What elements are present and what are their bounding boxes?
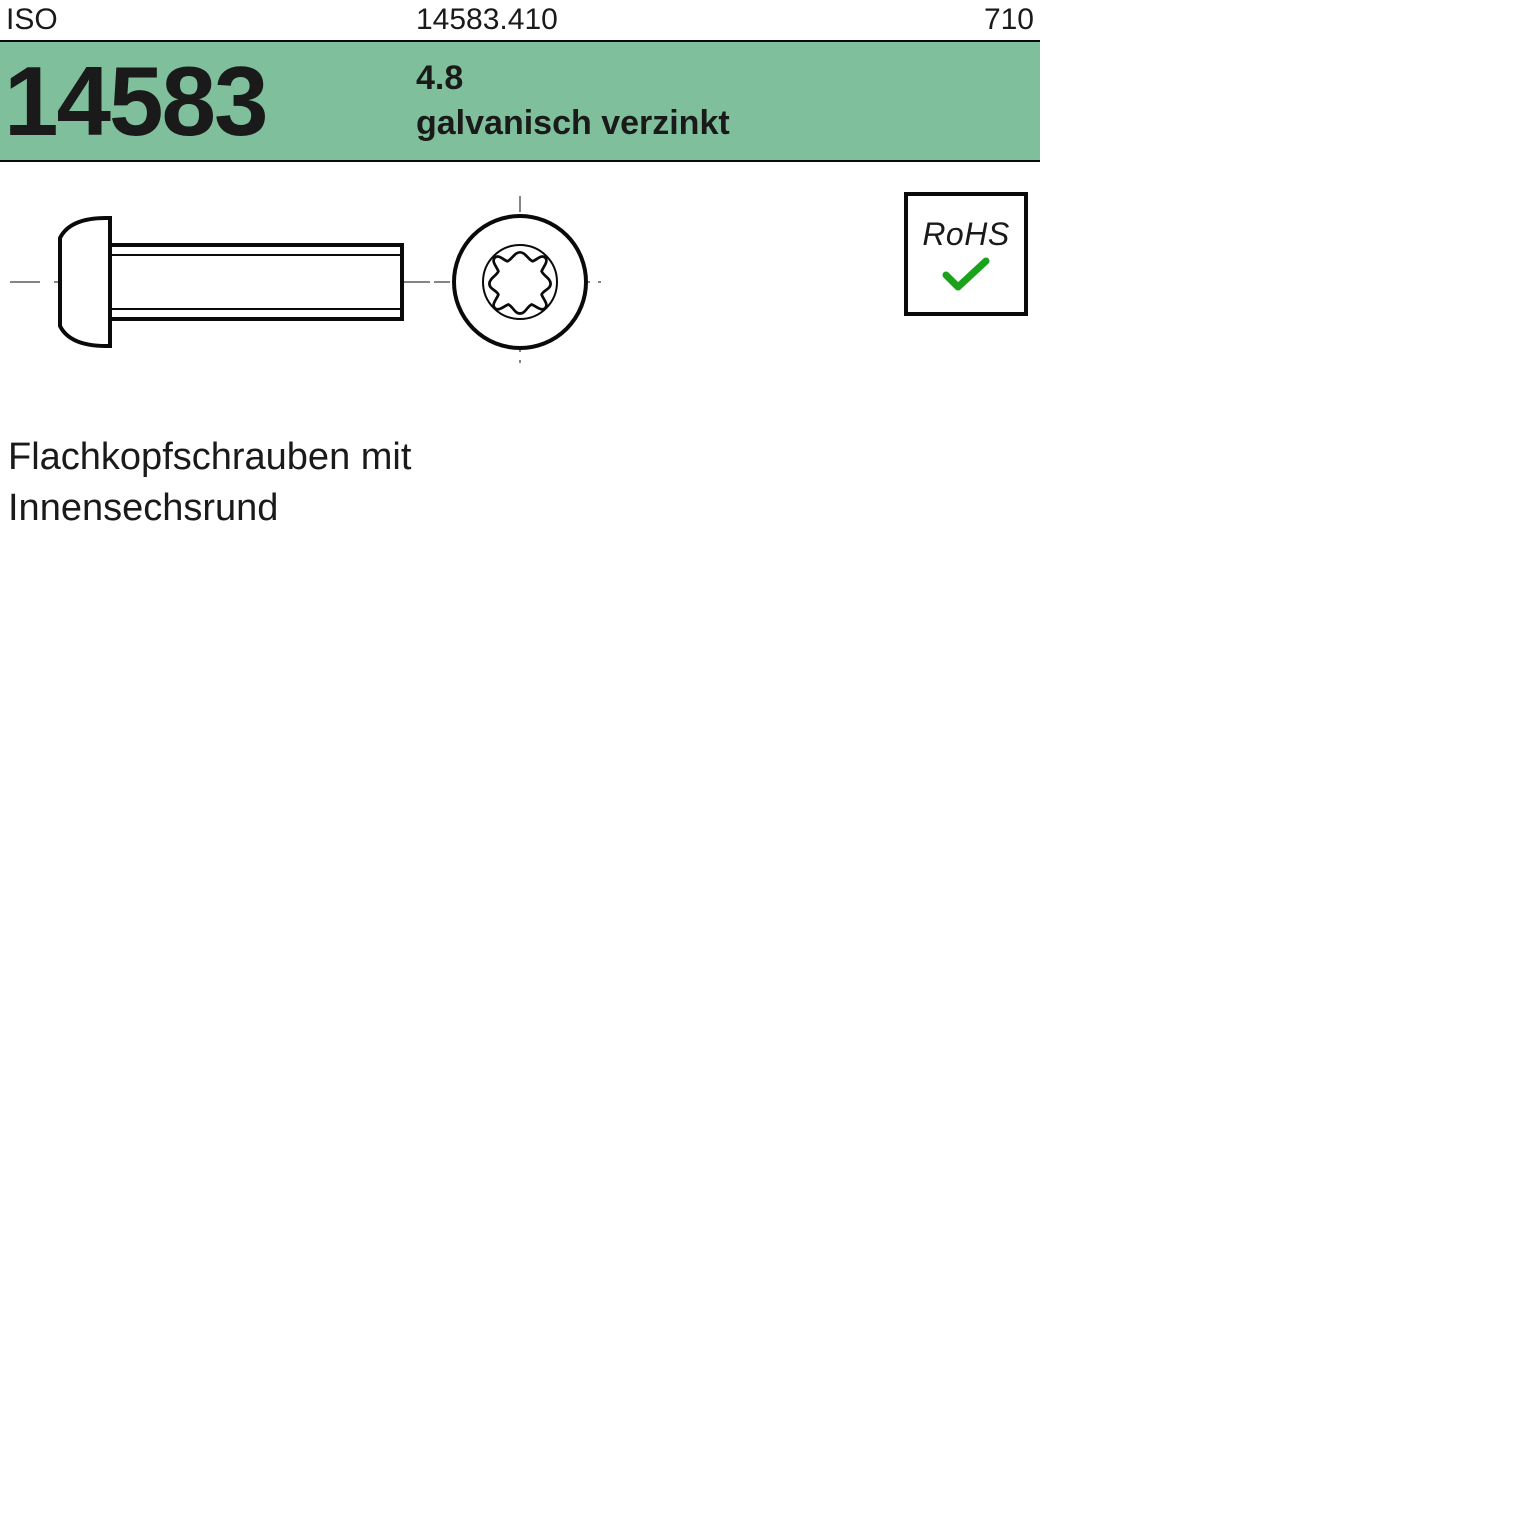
description-line-1: Flachkopfschrauben mit [8, 432, 411, 483]
standard-number: 14583 [4, 52, 267, 150]
header-row: ISO 14583.410 710 [0, 0, 1040, 42]
description-line-2: Innensechsrund [8, 483, 411, 534]
header-standard: ISO [0, 3, 414, 37]
title-band-right: 4.8 galvanisch verzinkt [414, 42, 1040, 160]
header-right: 710 [950, 3, 1040, 37]
screw-thread [110, 245, 402, 319]
rohs-badge: RoHS [904, 192, 1028, 316]
grade-text: 4.8 [416, 59, 1040, 98]
datasheet-card: ISO 14583.410 710 14583 4.8 galvanisch v… [0, 0, 1040, 1040]
title-band-left: 14583 [0, 42, 414, 160]
finish-text: galvanisch verzinkt [416, 104, 1040, 143]
torx-icon [489, 252, 550, 313]
diagram-row: RoHS [0, 162, 1040, 392]
title-band: 14583 4.8 galvanisch verzinkt [0, 42, 1040, 162]
header-code: 14583.410 [414, 3, 950, 37]
screw-diagram [10, 182, 630, 382]
screw-head-side [60, 218, 110, 346]
rohs-label: RoHS [922, 216, 1009, 253]
check-icon [942, 257, 990, 293]
description-block: Flachkopfschrauben mit Innensechsrund [8, 432, 411, 535]
